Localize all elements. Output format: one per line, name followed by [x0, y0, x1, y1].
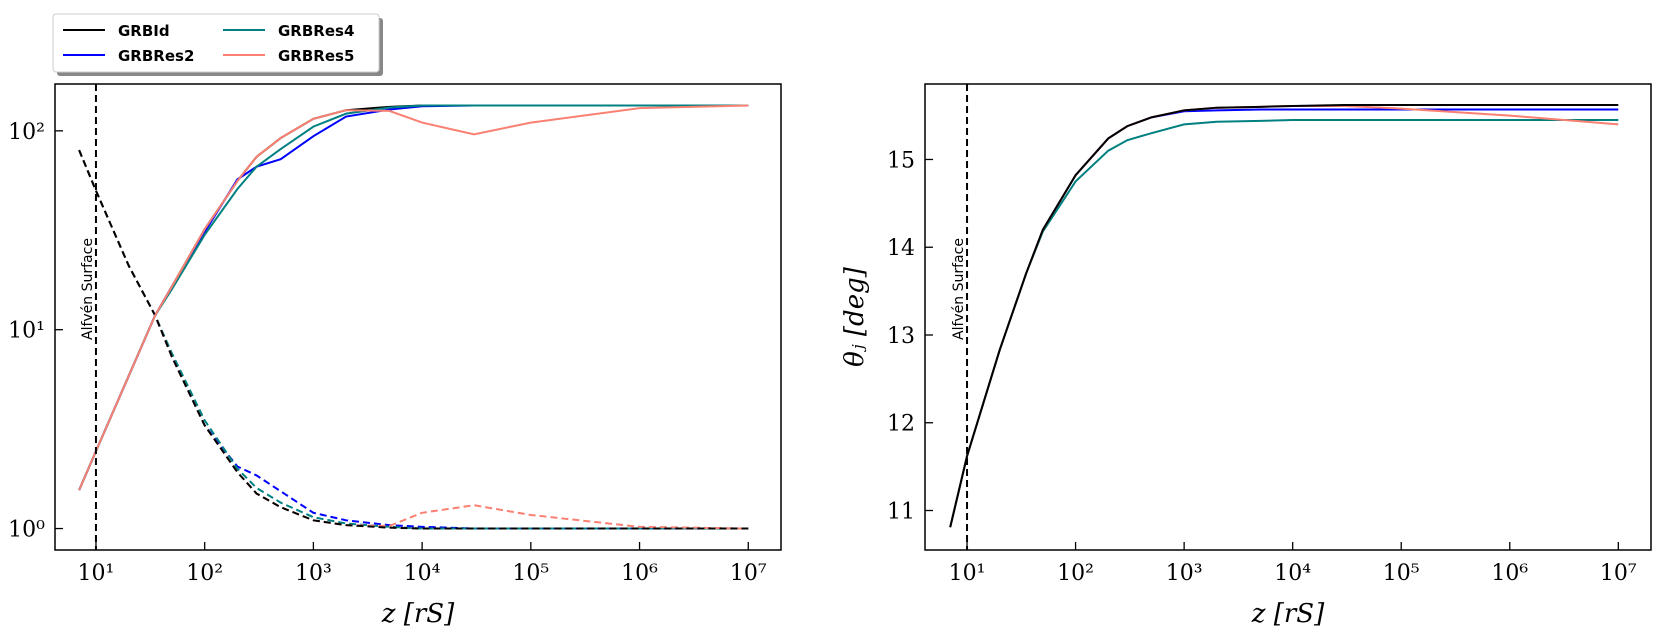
x-tick-label: 10⁷: [730, 561, 767, 586]
x-tick-label: 10¹: [949, 561, 986, 586]
x-tick-label: 10²: [186, 561, 223, 586]
series-line: [949, 104, 1619, 528]
x-tick-label: 10⁴: [1274, 561, 1311, 586]
x-tick-label: 10⁴: [404, 561, 441, 586]
dashed-line: [78, 149, 749, 530]
dashed-line: [78, 149, 749, 530]
x-tick-label: 10⁶: [1491, 561, 1528, 586]
x-axis-label: z [rS]: [381, 599, 455, 629]
axes-frame: [924, 83, 1652, 551]
axes-frame: [54, 83, 782, 551]
x-tick-label: 10³: [295, 561, 332, 586]
legend-label: GRBRes5: [278, 47, 354, 65]
panel: 10¹ 10² 10³ 10⁴ 10⁵ 10⁶ 10⁷ 11 12 13 14 15 z [rS] θⱼ …: [840, 83, 1652, 629]
series-line: [78, 104, 749, 491]
legend: GRBId GRBRes2 GRBRes4 GRBRes5: [52, 13, 383, 76]
y-tick-label: 11: [887, 500, 915, 525]
legend-box: [52, 13, 380, 73]
y-tick-label: 12: [887, 412, 915, 437]
y-tick-label: 14: [887, 236, 915, 261]
x-axis-label: z [rS]: [1251, 599, 1325, 629]
legend-label: GRBRes2: [118, 47, 194, 65]
plot-area: [949, 84, 1619, 550]
series-line: [949, 118, 1619, 528]
series-line: [78, 104, 749, 491]
annotation: Alfvén Surface: [951, 238, 967, 340]
x-tick-label: 10⁵: [512, 561, 549, 586]
dashed-line: [78, 149, 749, 530]
plot-area: [78, 84, 749, 550]
annotation: Alfvén Surface: [80, 238, 96, 340]
series-line: [78, 104, 749, 491]
x-tick-label: 10⁷: [1600, 561, 1637, 586]
x-tick-label: 10⁵: [1383, 561, 1420, 586]
y-tick-label: 13: [887, 324, 915, 349]
legend-label: GRBRes4: [278, 22, 354, 40]
panel: 10¹ 10² 10³ 10⁴ 10⁵ 10⁶ 10⁷ 10⁰ 10¹ 10² z [rS] Alfv…: [8, 83, 782, 629]
x-tick-label: 10²: [1057, 561, 1094, 586]
x-tick-label: 10³: [1166, 561, 1203, 586]
series-line: [78, 104, 749, 491]
dashed-line: [78, 149, 749, 530]
y-tick-label: 10⁰: [8, 518, 45, 543]
legend-label: GRBId: [118, 22, 170, 40]
y-tick-label: 15: [887, 148, 915, 173]
x-tick-label: 10⁶: [621, 561, 658, 586]
y-axis-label: θⱼ [deg]: [840, 266, 870, 367]
series-line: [949, 108, 1619, 528]
y-tick-label: 10¹: [8, 319, 45, 344]
x-tick-label: 10¹: [78, 561, 115, 586]
series-line: [949, 104, 1619, 528]
y-tick-label: 10²: [8, 120, 45, 145]
